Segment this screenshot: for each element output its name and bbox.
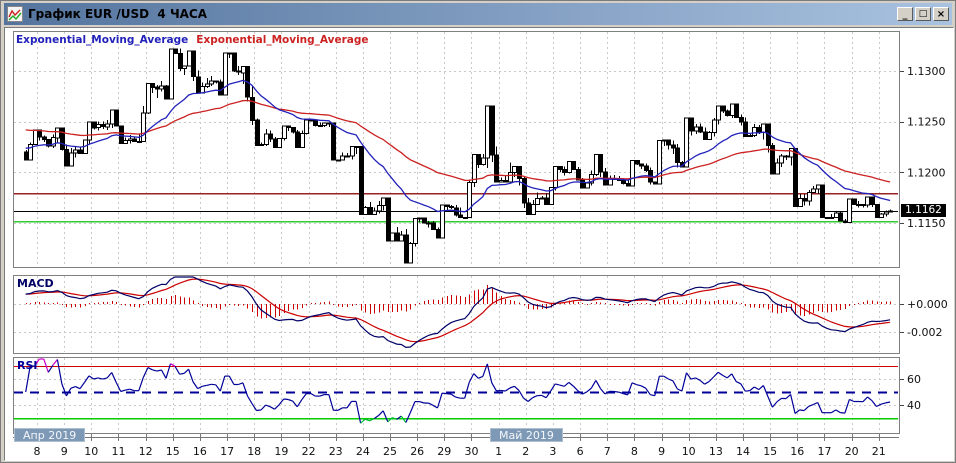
svg-text:11: 11 bbox=[112, 445, 126, 458]
close-button[interactable]: × bbox=[933, 7, 949, 21]
price-axis: 1.1300 1.1250 1.1200 1.1150 +0.000 -0.002 60 40 bbox=[899, 65, 948, 412]
chart-client-area bbox=[4, 27, 954, 461]
svg-text:29: 29 bbox=[437, 445, 451, 458]
svg-text:9: 9 bbox=[658, 445, 665, 458]
chart-icon bbox=[7, 6, 23, 22]
svg-text:1.1200: 1.1200 bbox=[907, 166, 946, 179]
rsi-panel-label: RSI bbox=[17, 359, 38, 372]
svg-text:8: 8 bbox=[631, 445, 638, 458]
svg-text:18: 18 bbox=[247, 445, 261, 458]
svg-text:10: 10 bbox=[682, 445, 696, 458]
svg-text:6: 6 bbox=[577, 445, 584, 458]
ema-fast-legend-label: Exponential_Moving_Average bbox=[16, 34, 189, 46]
ema-slow-legend-label: Exponential_Moving_Average bbox=[196, 34, 369, 46]
svg-text:1: 1 bbox=[495, 445, 502, 458]
svg-text:60: 60 bbox=[907, 373, 921, 386]
svg-text:21: 21 bbox=[872, 445, 886, 458]
macd-histogram-layer bbox=[26, 285, 891, 319]
ema-legend: Exponential_Moving_Average Exponential_Mo… bbox=[16, 34, 369, 46]
minimize-button[interactable]: _ bbox=[897, 7, 913, 21]
svg-text:10: 10 bbox=[84, 445, 98, 458]
svg-text:12: 12 bbox=[139, 445, 153, 458]
svg-text:1.1250: 1.1250 bbox=[907, 116, 946, 129]
svg-text:16: 16 bbox=[193, 445, 207, 458]
svg-text:19: 19 bbox=[274, 445, 288, 458]
svg-text:9: 9 bbox=[61, 445, 68, 458]
panel-borders bbox=[13, 31, 900, 434]
svg-text:2: 2 bbox=[522, 445, 529, 458]
svg-text:8: 8 bbox=[34, 445, 41, 458]
svg-text:15: 15 bbox=[763, 445, 777, 458]
svg-text:3: 3 bbox=[549, 445, 556, 458]
svg-text:17: 17 bbox=[220, 445, 234, 458]
candles-layer bbox=[24, 48, 893, 264]
svg-text:14: 14 bbox=[736, 445, 750, 458]
month-label-may: Май 2019 bbox=[490, 428, 563, 442]
svg-text:7: 7 bbox=[604, 445, 611, 458]
window-title: График EUR /USD 4 ЧАСА bbox=[28, 7, 208, 21]
svg-text:26: 26 bbox=[410, 445, 424, 458]
svg-text:25: 25 bbox=[383, 445, 397, 458]
rsi-line-layer bbox=[25, 358, 891, 424]
svg-text:17: 17 bbox=[818, 445, 832, 458]
svg-text:+0.000: +0.000 bbox=[907, 298, 948, 311]
svg-text:20: 20 bbox=[845, 445, 859, 458]
rsi-levels-layer bbox=[14, 365, 898, 420]
macd-lines-layer bbox=[25, 276, 891, 349]
svg-text:16: 16 bbox=[790, 445, 804, 458]
month-label-april: Апр 2019 bbox=[14, 428, 86, 442]
window-controls: _ □ × bbox=[897, 7, 949, 21]
svg-text:1.1150: 1.1150 bbox=[907, 217, 946, 230]
svg-text:1.1300: 1.1300 bbox=[907, 65, 946, 78]
ema-lines-layer bbox=[25, 79, 891, 213]
maximize-button[interactable]: □ bbox=[915, 7, 931, 21]
svg-text:-0.002: -0.002 bbox=[907, 326, 942, 339]
svg-text:13: 13 bbox=[709, 445, 723, 458]
svg-text:24: 24 bbox=[356, 445, 370, 458]
title-bar[interactable]: График EUR /USD 4 ЧАСА _ □ × bbox=[4, 3, 952, 25]
current-price-badge: 1.1162 bbox=[901, 204, 946, 217]
macd-panel-label: MACD bbox=[17, 277, 54, 290]
svg-text:30: 30 bbox=[465, 445, 479, 458]
svg-text:15: 15 bbox=[166, 445, 180, 458]
svg-text:40: 40 bbox=[907, 399, 921, 412]
svg-text:22: 22 bbox=[302, 445, 316, 458]
date-axis: 8 9 10 11 12 15 16 17 18 19 22 23 24 25 26 29 30 1 2 3 6 7 8 9 1… bbox=[13, 434, 899, 458]
svg-text:23: 23 bbox=[329, 445, 343, 458]
